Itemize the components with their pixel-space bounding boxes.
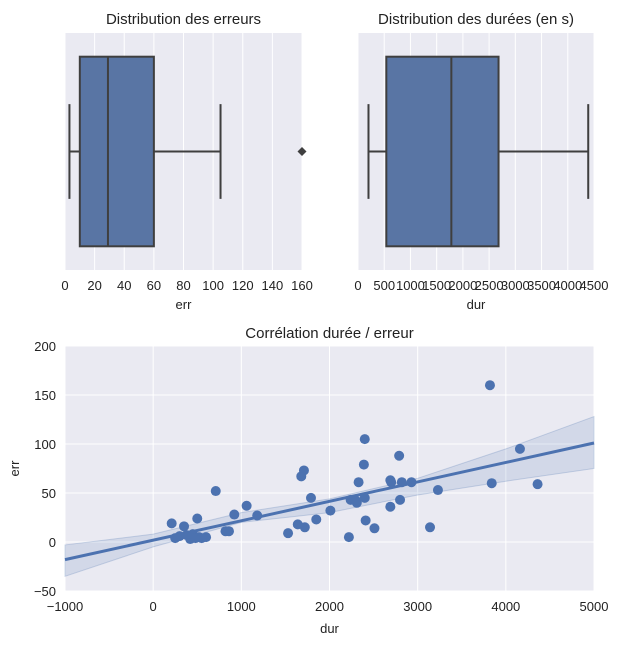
x-tick-label: 120: [232, 278, 254, 293]
x-tick-label: 1500: [422, 278, 451, 293]
scatter-point: [486, 478, 497, 489]
scatter-point: [395, 494, 406, 505]
chart-title: Distribution des erreurs: [106, 11, 261, 28]
x-tick-label: 2000: [315, 599, 344, 614]
x-tick-label: 500: [373, 278, 395, 293]
x-tick-label: 2500: [475, 278, 504, 293]
scatter-point: [425, 522, 436, 533]
x-tick-labels: −1000 0 1000 2000 3000 4000 5000: [47, 599, 609, 614]
x-tick-label: 5000: [580, 599, 609, 614]
scatter-point: [179, 521, 190, 532]
y-tick-label: 150: [34, 388, 56, 403]
scatter-point: [305, 492, 316, 503]
box-iqr: [78, 55, 155, 248]
scatter-point: [298, 465, 309, 476]
x-axis-label: dur: [320, 621, 339, 636]
scatter-point: [396, 477, 407, 488]
chart-title: Corrélation durée / erreur: [245, 325, 413, 342]
scatter-point: [406, 477, 417, 488]
x-tick-label: 3000: [501, 278, 530, 293]
scatter-point: [359, 434, 370, 445]
x-tick-label: 0: [354, 278, 361, 293]
y-tick-label: 200: [34, 339, 56, 354]
y-axis-label: err: [7, 460, 22, 477]
scatter-point: [283, 528, 294, 539]
box-plot: [68, 55, 307, 248]
y-tick-label: −50: [34, 584, 56, 599]
x-tick-label: 160: [291, 278, 313, 293]
scatter-point: [359, 492, 370, 503]
chart-correlation: −1000 0 1000 2000 3000 4000 5000 −50 0 50 100 150 2…: [7, 325, 608, 636]
x-axis-label: dur: [467, 297, 486, 312]
scatter-point: [229, 509, 240, 520]
scatter-point: [360, 515, 371, 526]
x-tick-label: 3000: [403, 599, 432, 614]
x-tick-label: 3500: [527, 278, 556, 293]
scatter-point: [369, 523, 380, 534]
x-tick-label: 4500: [580, 278, 609, 293]
scatter-point: [532, 479, 543, 490]
scatter-point: [299, 522, 310, 533]
scatter-point: [192, 513, 203, 524]
scatter-point: [201, 532, 212, 543]
scatter-point: [223, 526, 234, 537]
scatter-point: [432, 485, 443, 496]
x-tick-label: 1000: [396, 278, 425, 293]
x-tick-label: 4000: [491, 599, 520, 614]
regression-line-path: [64, 441, 595, 562]
x-tick-label: 0: [150, 599, 157, 614]
scatter-point: [325, 505, 336, 516]
scatter-point: [385, 501, 396, 512]
scatter-point: [358, 459, 369, 470]
scatter-point: [343, 532, 354, 543]
scatter-point: [514, 443, 525, 454]
scatter-point: [252, 510, 263, 521]
x-tick-label: 80: [176, 278, 190, 293]
x-tick-label: 140: [262, 278, 284, 293]
scatter-point: [484, 380, 495, 391]
chart-title: Distribution des durées (en s): [378, 11, 574, 28]
chart-error-distribution: 0 20 40 60 80 100 120 140 160 Distribution des e…: [61, 11, 312, 312]
x-tick-label: 60: [147, 278, 161, 293]
y-tick-labels: −50 0 50 100 150 200: [34, 339, 56, 599]
y-tick-label: 100: [34, 437, 56, 452]
x-tick-label: 100: [202, 278, 224, 293]
scatter-point: [311, 514, 322, 525]
x-tick-label: 20: [87, 278, 101, 293]
x-tick-label: 1000: [227, 599, 256, 614]
x-tick-label: 4000: [553, 278, 582, 293]
scatter-point: [386, 477, 397, 488]
y-tick-label: 0: [49, 535, 56, 550]
regression-line: [64, 441, 595, 562]
x-tick-label: 2000: [448, 278, 477, 293]
scatter-point: [351, 497, 362, 508]
grid: [64, 345, 595, 592]
outlier-point: [297, 147, 307, 156]
scatter-point: [210, 486, 221, 497]
scatter-point: [241, 500, 252, 511]
box-plot: [367, 55, 590, 248]
scatter-point: [394, 450, 405, 461]
y-tick-label: 50: [42, 486, 56, 501]
x-axis-label: err: [176, 297, 193, 312]
scatter-point: [166, 518, 177, 529]
scatter-point: [353, 477, 364, 488]
x-tick-label: 0: [61, 278, 68, 293]
x-tick-labels: 0 20 40 60 80 100 120 140 160: [61, 278, 312, 293]
x-tick-label: −1000: [47, 599, 84, 614]
box-iqr: [385, 55, 500, 248]
scatter-points: [166, 380, 543, 545]
x-tick-label: 40: [117, 278, 131, 293]
